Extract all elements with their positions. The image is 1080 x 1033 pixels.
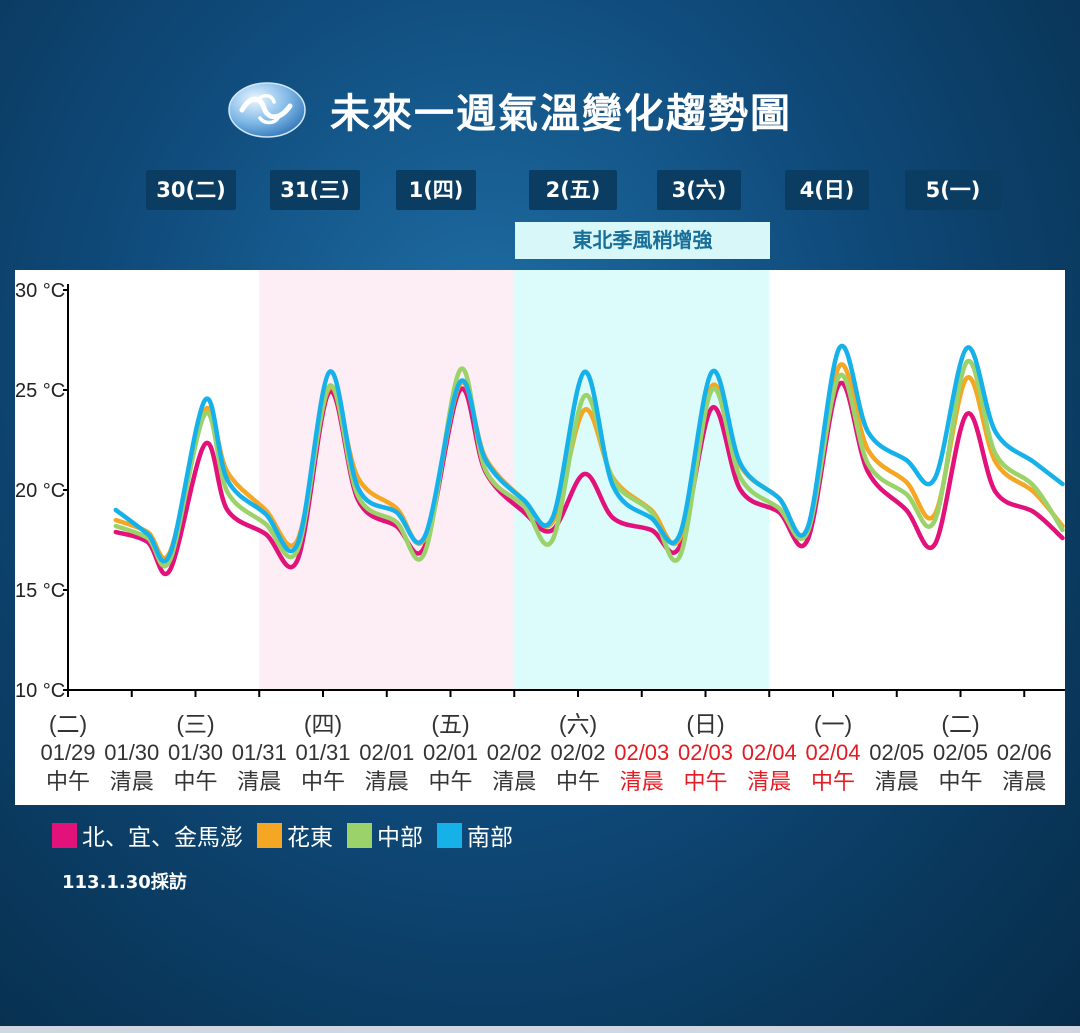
series-line-0	[113, 380, 1065, 577]
legend-item-hualien: 花東	[257, 818, 333, 852]
x-time-label: 清晨	[875, 770, 919, 795]
x-date-label: 02/06	[997, 740, 1052, 765]
monsoon-banner: 東北季風稍增強	[515, 222, 770, 259]
x-time-label: 中午	[173, 770, 217, 795]
day-label-sat: 3(六)	[657, 170, 741, 210]
bottom-bar	[0, 1026, 1080, 1033]
x-time-label: 中午	[556, 770, 600, 795]
x-date-label: 02/04	[742, 740, 797, 765]
legend-item-south: 南部	[437, 818, 513, 852]
day-label-fri: 2(五)	[529, 170, 617, 210]
x-weekday-label: (二)	[49, 711, 87, 737]
weather-bureau-logo-icon	[228, 82, 306, 138]
series-line-3	[113, 343, 1065, 564]
x-date-label: 01/31	[295, 740, 350, 765]
x-date-label: 02/05	[869, 740, 924, 765]
x-date-label: 02/05	[933, 740, 988, 765]
x-weekday-label: (三)	[176, 711, 214, 737]
legend-label-north: 北、宜、金馬澎	[82, 825, 243, 851]
x-weekday-label: (二)	[941, 711, 979, 737]
x-time-label: 清晨	[110, 770, 154, 795]
legend-swatch-central	[347, 822, 372, 848]
title-area: 未來一週氣溫變化趨勢圖	[228, 78, 792, 142]
x-time-label: 清晨	[237, 770, 281, 795]
y-tick-label: 20 °C	[15, 480, 65, 502]
y-tick-label: 15 °C	[15, 580, 65, 602]
x-weekday-label: (四)	[304, 711, 342, 737]
x-date-label: 01/30	[168, 740, 223, 765]
y-tick-label: 10 °C	[15, 680, 65, 702]
x-time-label: 中午	[811, 770, 855, 795]
x-time-label: 清晨	[1002, 770, 1046, 795]
x-time-label: 中午	[46, 770, 90, 795]
x-date-label: 02/03	[678, 740, 733, 765]
y-tick-label: 25 °C	[15, 380, 65, 402]
x-weekday-label: (一)	[814, 711, 852, 737]
legend-swatch-south	[437, 822, 462, 848]
x-date-label: 02/02	[550, 740, 605, 765]
legend-label-south: 南部	[467, 825, 513, 851]
x-time-label: 中午	[938, 770, 982, 795]
legend: 北、宜、金馬澎 花東 中部 南部	[52, 818, 527, 852]
day-label-thu: 1(四)	[396, 170, 476, 210]
x-time-label: 清晨	[365, 770, 409, 795]
legend-label-hualien: 花東	[287, 825, 333, 851]
temperature-chart: 10 °C 15 °C 20 °C 25 °C 30 °C (二) (三) (四) (五) (六…	[15, 270, 1065, 805]
series-line-1	[113, 362, 1065, 561]
legend-label-central: 中部	[377, 825, 423, 851]
x-date-label: 02/02	[487, 740, 542, 765]
legend-swatch-hualien	[257, 822, 282, 848]
x-time-label: 清晨	[492, 770, 536, 795]
x-date-label: 02/01	[359, 740, 414, 765]
day-label-mon: 5(一)	[905, 170, 1001, 210]
x-date-label: 02/03	[614, 740, 669, 765]
shaded-band-0	[259, 270, 515, 690]
x-weekday-label: (日)	[686, 711, 724, 737]
x-time-label: 中午	[428, 770, 472, 795]
x-time-label: 中午	[301, 770, 345, 795]
x-weekday-label: (五)	[431, 711, 469, 737]
y-tick-label: 30 °C	[15, 280, 65, 302]
day-label-sun: 4(日)	[785, 170, 869, 210]
legend-swatch-north	[52, 822, 77, 848]
x-time-label: 清晨	[620, 770, 664, 795]
x-time-label: 清晨	[747, 770, 791, 795]
legend-item-north: 北、宜、金馬澎	[52, 818, 243, 852]
x-date-label: 01/29	[40, 740, 95, 765]
page-title: 未來一週氣溫變化趨勢圖	[330, 91, 792, 137]
legend-item-central: 中部	[347, 818, 423, 852]
x-date-label: 01/30	[104, 740, 159, 765]
x-time-label: 中午	[683, 770, 727, 795]
x-date-label: 02/01	[423, 740, 478, 765]
interview-date-note: 113.1.30採訪	[62, 872, 187, 893]
shaded-band-1	[514, 270, 770, 690]
day-label-tue: 30(二)	[146, 170, 236, 210]
x-weekday-label: (六)	[559, 711, 597, 737]
day-label-wed: 31(三)	[270, 170, 360, 210]
x-date-label: 01/31	[232, 740, 287, 765]
series-line-2	[113, 358, 1065, 569]
x-date-label: 02/04	[805, 740, 860, 765]
